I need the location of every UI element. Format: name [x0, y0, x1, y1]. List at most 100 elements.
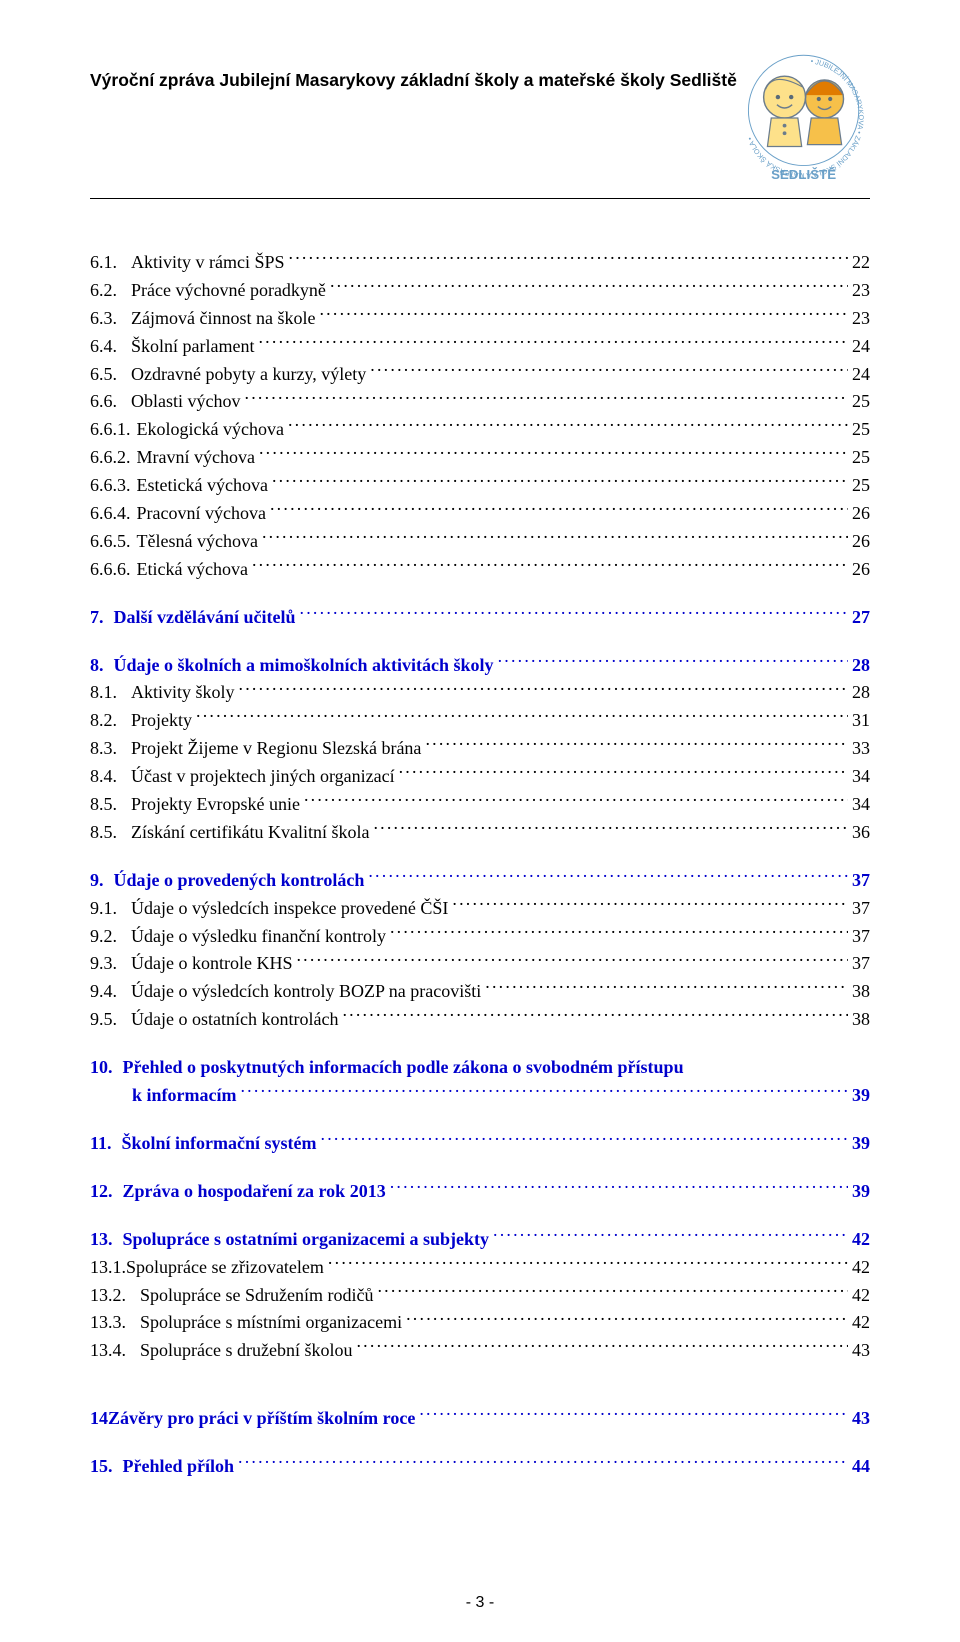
toc-entry-label: Etická výchova [137, 556, 248, 584]
toc-entry-label: Spolupráce s místními organizacemi [140, 1309, 402, 1337]
toc-entry-continuation[interactable]: k informacím 39 [90, 1082, 870, 1110]
toc-entry: 6.6. Oblasti výchov 25 [90, 388, 870, 416]
toc-entry-label: Zájmová činnost na škole [131, 305, 315, 333]
toc-entry[interactable]: 10. Přehled o poskytnutých informacích p… [90, 1054, 870, 1082]
toc-entry-number: 14 [90, 1405, 108, 1433]
toc-entry-label: Projekt Žijeme v Regionu Slezská brána [131, 735, 421, 763]
toc-entry-page: 36 [852, 819, 870, 847]
page-header: Výroční zpráva Jubilejní Masarykovy zákl… [90, 48, 870, 188]
toc-entry-page: 42 [852, 1254, 870, 1282]
toc-entry[interactable]: 9. Údaje o provedených kontrolách 37 [90, 867, 870, 895]
toc-entry[interactable]: 7. Další vzdělávání učitelů 27 [90, 604, 870, 632]
toc-entry-number: 6.4. [90, 333, 131, 361]
toc-entry[interactable]: 13. Spolupráce s ostatními organizacemi … [90, 1226, 870, 1254]
toc-entry-number: 11. [90, 1130, 122, 1158]
toc-entry-label: Aktivity školy [131, 679, 235, 707]
toc-gap [90, 1433, 870, 1453]
toc-entry-number: 8.2. [90, 707, 131, 735]
toc-entry: 8.1. Aktivity školy 28 [90, 679, 870, 707]
toc-entry-label: Údaje o výsledku finanční kontroly [131, 923, 386, 951]
toc-entry: 6.6.4. Pracovní výchova 26 [90, 500, 870, 528]
toc-entry-number: 13.4. [90, 1337, 140, 1365]
toc-entry-number: 10. [90, 1054, 123, 1082]
toc-entry-page: 26 [852, 528, 870, 556]
toc-entry-label: Ekologická výchova [137, 416, 284, 444]
toc-leader-dots [373, 820, 848, 838]
toc-entry: 6.4. Školní parlament 24 [90, 333, 870, 361]
toc-gap [90, 1206, 870, 1226]
toc-leader-dots [452, 896, 848, 914]
toc-leader-dots [328, 1255, 848, 1273]
toc-entry-number: 6.6.6. [90, 556, 137, 584]
toc-entry-label: Závěry pro práci v příštím školním roce [108, 1405, 415, 1433]
toc-entry-number: 9.2. [90, 923, 131, 951]
toc-leader-dots [240, 1083, 848, 1101]
toc-entry: 8.2. Projekty 31 [90, 707, 870, 735]
toc-entry-label: Pracovní výchova [137, 500, 266, 528]
toc-entry-number: 6.6.2. [90, 444, 137, 472]
toc-entry-page: 37 [852, 923, 870, 951]
toc-entry-page: 23 [852, 305, 870, 333]
toc-entry-page: 25 [852, 472, 870, 500]
toc-entry: 6.1. Aktivity v rámci ŠPS 22 [90, 249, 870, 277]
toc-entry[interactable]: 8. Údaje o školních a mimoškolních aktiv… [90, 652, 870, 680]
toc-entry-number: 13.1. [90, 1254, 126, 1282]
toc-entry[interactable]: 15. Přehled příloh 44 [90, 1453, 870, 1481]
toc-gap [90, 632, 870, 652]
toc-entry-label: Estetická výchova [137, 472, 268, 500]
toc-leader-dots [300, 605, 848, 623]
toc-entry-page: 34 [852, 791, 870, 819]
toc-gap [90, 584, 870, 604]
toc-leader-dots [498, 653, 848, 671]
toc-entry-page: 24 [852, 361, 870, 389]
toc-leader-dots [342, 1007, 848, 1025]
toc-entry[interactable]: 14 Závěry pro práci v příštím školním ro… [90, 1405, 870, 1433]
toc-entry-number: 7. [90, 604, 114, 632]
toc-entry-label: Údaje o provedených kontrolách [114, 867, 365, 895]
toc-entry: 9.4. Údaje o výsledcích kontroly BOZP na… [90, 978, 870, 1006]
page: Výroční zpráva Jubilejní Masarykovy zákl… [0, 0, 960, 1642]
school-logo-svg: • JUBILEJNÍ MASARYKOVA • ZÁKLADNÍ ŠKOLA … [737, 48, 870, 188]
toc-entry-page: 44 [852, 1453, 870, 1481]
toc-entry-number: 6.6. [90, 388, 131, 416]
toc-entry-page: 22 [852, 249, 870, 277]
toc-entry-label: Údaje o kontrole KHS [131, 950, 292, 978]
toc-entry-number: 9.4. [90, 978, 131, 1006]
toc-entry-page: 38 [852, 978, 870, 1006]
toc-entry[interactable]: 11. Školní informační systém 39 [90, 1130, 870, 1158]
toc-entry-label: Školní informační systém [122, 1130, 317, 1158]
toc-leader-dots [252, 557, 848, 575]
toc-entry-label: Školní parlament [131, 333, 254, 361]
toc-entry-page: 28 [852, 652, 870, 680]
toc-leader-dots [406, 1310, 848, 1328]
toc-entry-page: 39 [852, 1130, 870, 1158]
toc-leader-dots [304, 792, 848, 810]
toc-entry-label: Aktivity v rámci ŠPS [131, 249, 285, 277]
toc-entry: 13.1. Spolupráce se zřizovatelem 42 [90, 1254, 870, 1282]
toc-entry-label: Získání certifikátu Kvalitní škola [131, 819, 369, 847]
toc-entry: 13.2. Spolupráce se Sdružením rodičů 42 [90, 1282, 870, 1310]
toc-entry: 6.5. Ozdravné pobyty a kurzy, výlety 24 [90, 361, 870, 389]
toc-entry-label: Projekty [131, 707, 192, 735]
toc-entry-number: 9.3. [90, 950, 131, 978]
toc-entry-page: 34 [852, 763, 870, 791]
toc-entry-page: 25 [852, 444, 870, 472]
toc-entry-page: 43 [852, 1337, 870, 1365]
toc-entry-label: Spolupráce s ostatními organizacemi a su… [123, 1226, 490, 1254]
toc-entry[interactable]: 12. Zpráva o hospodaření za rok 2013 39 [90, 1178, 870, 1206]
toc-entry-page: 39 [852, 1082, 870, 1110]
toc-entry-number: 13. [90, 1226, 123, 1254]
toc-entry-page: 42 [852, 1309, 870, 1337]
toc-entry-number: 13.3. [90, 1309, 140, 1337]
toc-entry-label: Projekty Evropské unie [131, 791, 300, 819]
toc-entry: 8.4. Účast v projektech jiných organizac… [90, 763, 870, 791]
toc-gap [90, 1158, 870, 1178]
toc-entry-number: 8. [90, 652, 114, 680]
toc-leader-dots [485, 979, 848, 997]
toc-entry-number: 6.6.3. [90, 472, 137, 500]
toc-entry-page: 26 [852, 500, 870, 528]
toc-entry-label: Spolupráce se Sdružením rodičů [140, 1282, 373, 1310]
toc-entry-page: 37 [852, 950, 870, 978]
toc-entry-label: Údaje o výsledcích kontroly BOZP na prac… [131, 978, 481, 1006]
toc-entry: 8.5. Získání certifikátu Kvalitní škola … [90, 819, 870, 847]
